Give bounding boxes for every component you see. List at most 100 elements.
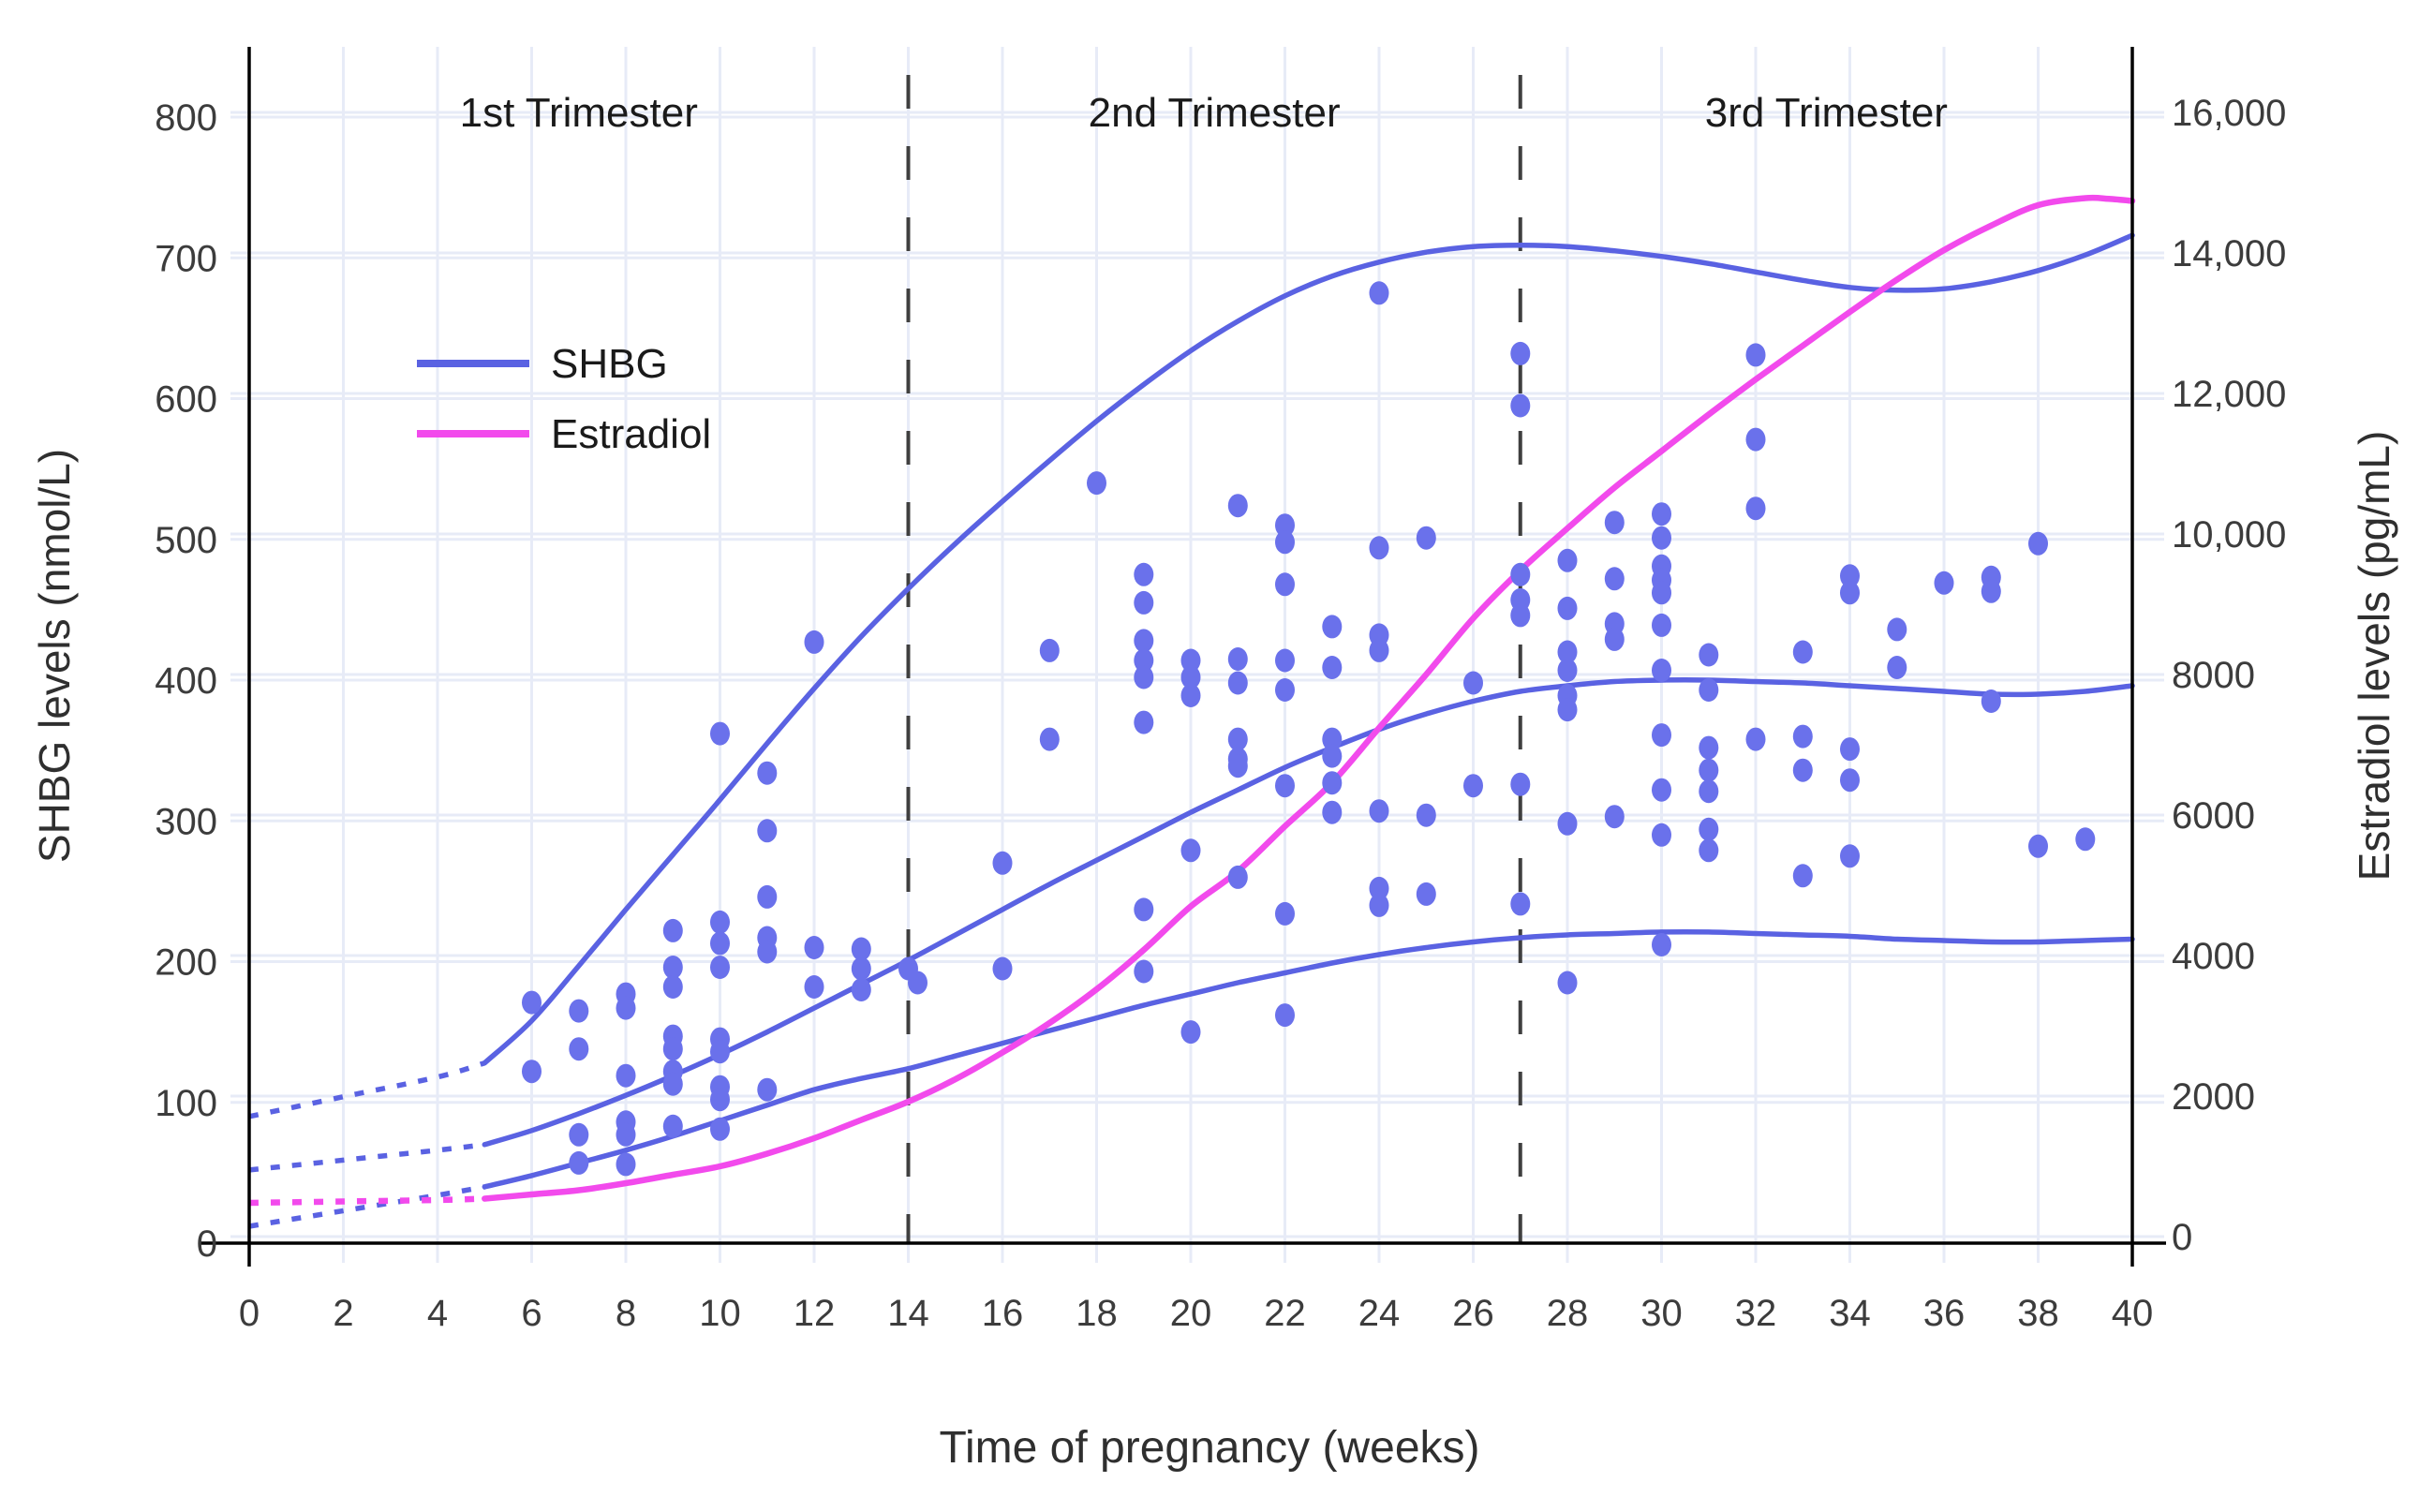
shbg-data-point	[1745, 343, 1766, 367]
shbg-data-point	[1840, 768, 1860, 793]
shbg-data-point	[1275, 678, 1295, 702]
shbg-data-point	[1557, 640, 1578, 664]
shbg-data-point	[1699, 758, 1719, 782]
shbg-data-point	[1180, 665, 1201, 689]
x-tick-label: 16	[982, 1293, 1024, 1334]
shbg-data-point	[1557, 659, 1578, 682]
shbg-data-point	[662, 956, 683, 979]
trimester-dividers	[906, 75, 1522, 1243]
trimester-labels: 1st Trimester 2nd Trimester 3rd Trimester	[460, 90, 1948, 136]
shbg-data-point	[1745, 727, 1766, 751]
shbg-data-point	[1227, 671, 1248, 695]
shbg-data-point	[1180, 838, 1201, 863]
right-y-tick-label: 10,000	[2172, 514, 2286, 556]
shbg-data-point	[1652, 823, 1671, 847]
shbg-data-point	[1227, 727, 1248, 751]
x-tick-label: 10	[699, 1293, 741, 1334]
left-y-tick-label: 800	[155, 97, 217, 139]
shbg-data-point	[1652, 659, 1671, 682]
shbg-data-point	[1322, 727, 1343, 751]
x-tick-label: 20	[1170, 1293, 1212, 1334]
x-tick-label: 26	[1452, 1293, 1494, 1334]
shbg-data-point	[1134, 629, 1154, 653]
shbg-upper-curve-dashed-segment	[248, 1060, 486, 1119]
x-tick-label: 4	[427, 1293, 448, 1334]
shbg-data-point	[1887, 656, 1907, 679]
shbg-data-point	[710, 1117, 730, 1141]
shbg-data-point	[992, 851, 1013, 875]
shbg-data-point	[1463, 774, 1483, 798]
shbg-data-point	[1604, 567, 1625, 591]
x-tick-label: 28	[1547, 1293, 1589, 1334]
shbg-data-point	[1840, 844, 1860, 868]
shbg-upper-curve	[248, 232, 2135, 1119]
shbg-data-point	[1510, 603, 1531, 628]
shbg-data-point	[1275, 1003, 1295, 1028]
shbg-data-point	[1792, 864, 1813, 888]
scatter-points	[522, 281, 2096, 1177]
trimester-label: 2nd Trimester	[1089, 90, 1341, 136]
left-y-tick-label: 0	[197, 1223, 217, 1265]
shbg-data-point	[1275, 901, 1295, 926]
shbg-data-point	[2075, 827, 2096, 852]
x-tick-labels: 0 2 4 6 8 10 12 14 16 18 20 22 24 26 28 30 32 34 36 38 40	[239, 1293, 2153, 1334]
shbg-data-point	[710, 1088, 730, 1112]
shbg-lower-curve-dashed-segment	[248, 1184, 485, 1229]
shbg-median-curve-dashed-segment	[248, 1142, 485, 1173]
right-y-tick-label: 16,000	[2172, 93, 2286, 134]
shbg-data-point	[1652, 581, 1671, 605]
shbg-data-point	[1369, 536, 1389, 560]
shbg-data-point	[569, 999, 589, 1023]
right-y-tick-label: 0	[2172, 1217, 2192, 1258]
x-tick-label: 32	[1735, 1293, 1777, 1334]
trimester-label: 1st Trimester	[460, 90, 698, 136]
x-tick-label: 8	[616, 1293, 636, 1334]
shbg-data-point	[1275, 774, 1295, 798]
shbg-data-point	[1369, 799, 1389, 823]
shbg-data-point	[1134, 648, 1154, 673]
shbg-data-point	[1416, 803, 1436, 827]
shbg-data-point	[804, 975, 824, 999]
shbg-data-point	[1227, 865, 1248, 889]
estradiol-curve-dashed-segment	[248, 1195, 485, 1207]
shbg-data-point	[908, 971, 928, 995]
x-tick-label: 0	[239, 1293, 260, 1334]
axes	[199, 47, 2166, 1267]
x-tick-label: 18	[1076, 1293, 1118, 1334]
right-y-tick-labels: 0 2000 4000 6000 8000 10,000 12,000 14,000 16,00…	[2172, 93, 2286, 1258]
shbg-data-point	[1510, 772, 1531, 796]
shbg-data-point	[804, 630, 824, 654]
shbg-data-point	[522, 1060, 542, 1084]
shbg-data-point	[710, 956, 730, 979]
shbg-data-point	[710, 910, 730, 934]
shbg-data-point	[1699, 643, 1719, 667]
shbg-data-point	[851, 937, 871, 961]
shbg-data-point	[1322, 800, 1343, 824]
shbg-data-point	[1039, 638, 1060, 662]
shbg-data-point	[1134, 590, 1154, 615]
shbg-data-point	[662, 975, 683, 999]
shbg-data-point	[757, 761, 778, 785]
right-y-axis-title: Estradiol levels (pg/mL)	[2350, 430, 2398, 882]
shbg-data-point	[1557, 811, 1578, 836]
right-y-tick-label: 2000	[2172, 1076, 2255, 1118]
shbg-data-point	[1510, 341, 1531, 365]
left-y-tick-label: 300	[155, 801, 217, 842]
shbg-data-point	[1887, 617, 1907, 642]
shbg-lower-curve	[248, 929, 2135, 1229]
shbg-data-point	[1134, 562, 1154, 586]
shbg-data-point	[1180, 684, 1201, 707]
shbg-data-point	[1557, 596, 1578, 620]
shbg-data-point	[1745, 427, 1766, 452]
shbg-data-point	[1652, 526, 1671, 550]
shbg-data-point	[569, 1037, 589, 1061]
shbg-data-point	[1322, 656, 1343, 679]
shbg-data-point	[662, 918, 683, 942]
shbg-data-point	[1840, 737, 1860, 762]
left-y-tick-labels: 0 100 200 300 400 500 600 700 800	[155, 97, 217, 1265]
shbg-data-point	[1369, 281, 1389, 305]
shbg-data-point	[1087, 471, 1106, 496]
shbg-data-point	[1699, 678, 1719, 702]
